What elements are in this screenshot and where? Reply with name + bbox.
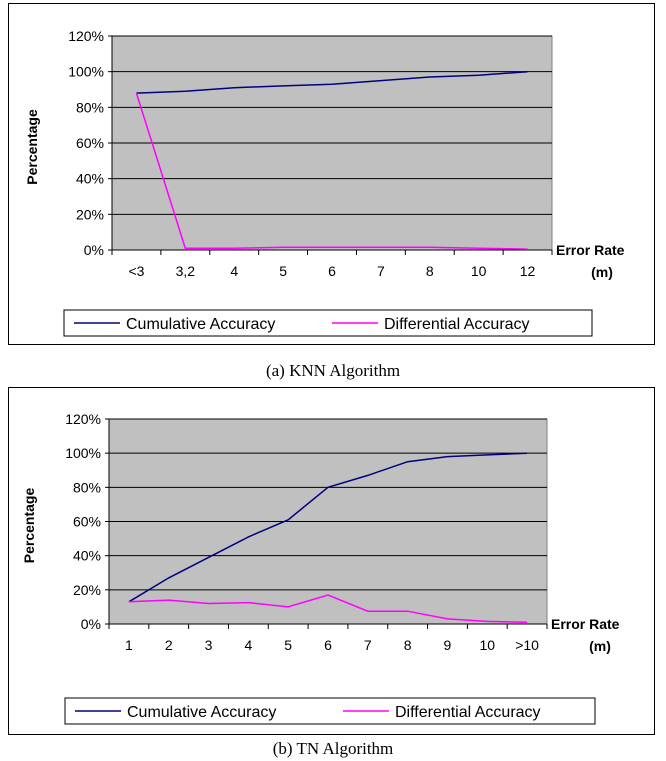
x-tick-label: 1	[125, 637, 133, 653]
x-tick-label: 6	[328, 263, 336, 279]
legend-label: Differential Accuracy	[384, 316, 530, 333]
y-tick-label: 80%	[73, 479, 101, 495]
y-tick-label: 60%	[76, 135, 104, 151]
x-tick-label: 2	[165, 637, 173, 653]
y-axis-title: Percentage	[24, 109, 40, 185]
x-tick-label: 3,2	[176, 263, 196, 279]
x-tick-label: 12	[520, 263, 536, 279]
x-tick-label: 8	[426, 263, 434, 279]
x-tick-label: 10	[479, 637, 495, 653]
y-tick-label: 0%	[81, 616, 101, 632]
x-axis-title: Error Rate	[551, 616, 620, 632]
y-tick-label: 120%	[65, 411, 101, 427]
y-tick-label: 80%	[76, 99, 104, 115]
chart-panel-tn: 0% 20% 40% 60% 80% 100% 120% 1 2 3 4 5 6 7 8 9 10 >10 Perc…	[8, 387, 655, 735]
x-axis-unit: (m)	[589, 638, 611, 654]
y-tick-label: 60%	[73, 514, 101, 530]
x-tick-label: 10	[471, 263, 487, 279]
y-tick-label: 20%	[73, 582, 101, 598]
series-line-cumulative-accuracy	[136, 70, 528, 94]
x-tick-label: 7	[364, 637, 372, 653]
y-tick-label: 100%	[65, 445, 101, 461]
series-line-differential-accuracy	[135, 92, 528, 250]
x-axis-unit: (m)	[591, 264, 613, 280]
chart-panel-knn: 0% 20% 40% 60% 80% 100% 120% <3 3,2 4 5 6 7 8 10 12 Perc…	[8, 3, 655, 345]
y-tick-label: 120%	[68, 28, 104, 44]
caption-knn: (a) KNN Algorithm	[265, 361, 401, 380]
caption-tn: (b) TN Algorithm	[272, 739, 394, 758]
x-axis-title: Error Rate	[556, 242, 625, 258]
x-tick-label: 4	[244, 637, 252, 653]
y-tick-label: 100%	[68, 64, 104, 80]
x-tick-label: 4	[230, 263, 238, 279]
x-tick-label: 5	[279, 263, 287, 279]
tn-chart: 0% 20% 40% 60% 80% 100% 120% 1 2 3 4 5 6 7 8 9 10 >10 Perc…	[21, 411, 620, 725]
x-tick-label: 5	[284, 637, 292, 653]
series-line-cumulative-accuracy	[128, 452, 528, 603]
x-tick-label: >10	[515, 637, 539, 653]
x-tick-label: 8	[404, 637, 412, 653]
y-axis-title: Percentage	[21, 488, 37, 564]
legend-box	[63, 309, 593, 337]
y-tick-label: 20%	[76, 206, 104, 222]
x-tick-label: <3	[128, 263, 144, 279]
series-line-differential-accuracy	[128, 594, 528, 624]
x-tick-label: 6	[324, 637, 332, 653]
y-tick-label: 40%	[76, 171, 104, 187]
y-tick-label: 40%	[73, 548, 101, 564]
legend-label: Cumulative Accuracy	[126, 316, 275, 333]
y-tick-label: 0%	[84, 242, 104, 258]
x-tick-label: 9	[444, 637, 452, 653]
x-tick-label: 3	[205, 637, 213, 653]
legend-box	[64, 697, 596, 725]
legend-label: Cumulative Accuracy	[127, 704, 276, 721]
knn-chart: 0% 20% 40% 60% 80% 100% 120% <3 3,2 4 5 6 7 8 10 12 Perc…	[24, 28, 625, 337]
x-tick-label: 7	[377, 263, 385, 279]
legend-label: Differential Accuracy	[395, 704, 541, 721]
